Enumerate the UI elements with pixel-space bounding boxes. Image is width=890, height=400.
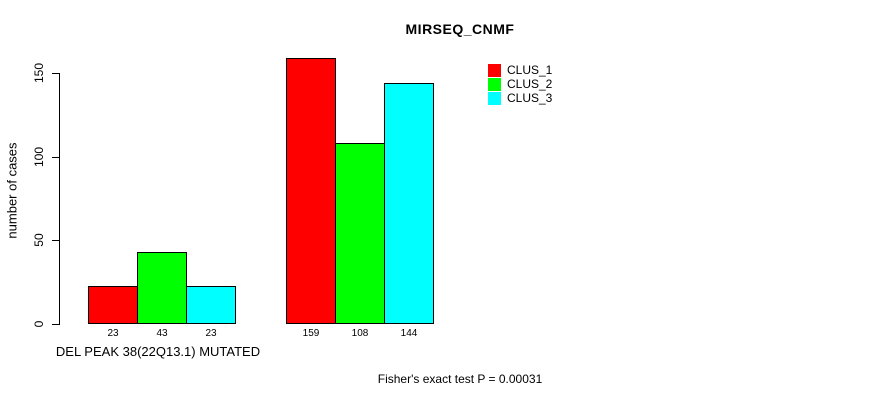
legend-swatch-icon xyxy=(488,64,501,77)
x-axis-group-label: DEL PEAK 38(22Q13.1) MUTATED xyxy=(55,344,261,359)
legend-swatch-icon xyxy=(488,92,501,105)
bar-value-label: 23 xyxy=(107,328,119,339)
chart-title: MIRSEQ_CNMF xyxy=(405,21,515,37)
y-tick-label: 0 xyxy=(32,320,46,328)
legend-swatch-icon xyxy=(488,78,501,91)
y-tick xyxy=(52,73,59,74)
bar-clus_2-group1 xyxy=(137,252,187,324)
legend-label: CLUS_3 xyxy=(507,91,553,105)
bar-value-label: 159 xyxy=(302,328,320,339)
legend-row: CLUS_2 xyxy=(488,78,552,91)
y-tick xyxy=(52,157,59,158)
fisher-test-note: Fisher's exact test P = 0.00031 xyxy=(377,372,543,386)
bar-value-label: 43 xyxy=(156,328,168,339)
bar-clus_1-group2 xyxy=(286,58,336,324)
legend-row: CLUS_1 xyxy=(488,64,552,77)
y-tick xyxy=(52,240,59,241)
legend-label: CLUS_2 xyxy=(507,77,553,91)
legend: CLUS_1 CLUS_2 CLUS_3 xyxy=(488,64,552,106)
bar-clus_1-group1 xyxy=(88,286,138,324)
y-tick-label: 50 xyxy=(32,233,46,247)
bar-clus_3-group1 xyxy=(186,286,236,324)
bar-value-label: 144 xyxy=(400,328,418,339)
legend-row: CLUS_3 xyxy=(488,92,552,105)
y-axis-title: number of cases xyxy=(4,142,20,239)
bar-clus_2-group2 xyxy=(335,143,385,324)
legend-label: CLUS_1 xyxy=(507,63,553,77)
bar-value-label: 23 xyxy=(205,328,217,339)
y-axis-line xyxy=(59,73,60,325)
bar-value-label: 108 xyxy=(351,328,369,339)
y-tick-label: 100 xyxy=(32,146,46,168)
y-tick xyxy=(52,324,59,325)
y-tick-label: 150 xyxy=(32,62,46,84)
bar-clus_3-group2 xyxy=(384,83,434,324)
